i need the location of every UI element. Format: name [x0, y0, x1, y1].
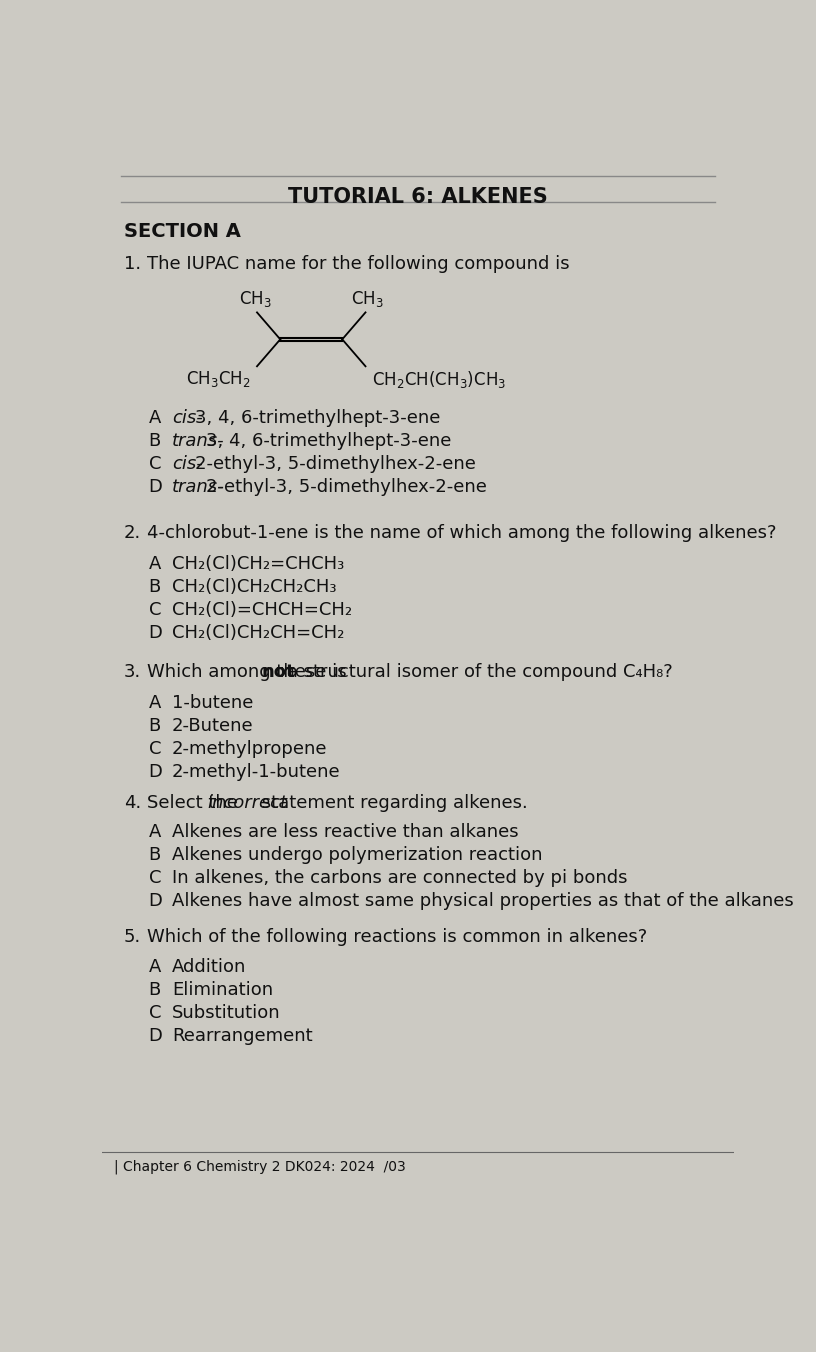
Text: C: C [149, 869, 161, 887]
Text: A: A [149, 694, 161, 711]
Text: Alkenes are less reactive than alkanes: Alkenes are less reactive than alkanes [171, 823, 518, 841]
Text: 2-methylpropene: 2-methylpropene [171, 740, 327, 757]
Text: cis-: cis- [171, 408, 202, 427]
Text: A: A [149, 554, 161, 573]
Text: a structural isomer of the compound C₄H₈?: a structural isomer of the compound C₄H₈… [281, 662, 672, 681]
Text: B: B [149, 717, 161, 734]
Text: 3.: 3. [124, 662, 141, 681]
Text: | Chapter 6 Chemistry 2 DK024: 2024  /03: | Chapter 6 Chemistry 2 DK024: 2024 /03 [113, 1160, 406, 1174]
Text: $\mathregular{CH_3}$: $\mathregular{CH_3}$ [351, 289, 384, 310]
Text: D: D [149, 625, 162, 642]
Text: C: C [149, 740, 161, 757]
Text: incorrect: incorrect [207, 794, 287, 811]
Text: D: D [149, 1028, 162, 1045]
Text: 2-methyl-1-butene: 2-methyl-1-butene [171, 763, 340, 781]
Text: D: D [149, 892, 162, 910]
Text: C: C [149, 1003, 161, 1022]
Text: In alkenes, the carbons are connected by pi bonds: In alkenes, the carbons are connected by… [171, 869, 628, 887]
Text: 1.: 1. [124, 254, 141, 273]
Text: 4.: 4. [124, 794, 141, 811]
Text: A: A [149, 823, 161, 841]
Text: CH₂(Cl)=CHCH=CH₂: CH₂(Cl)=CHCH=CH₂ [171, 602, 352, 619]
Text: 3, 4, 6-trimethylhept-3-ene: 3, 4, 6-trimethylhept-3-ene [206, 431, 451, 450]
Text: Alkenes have almost same physical properties as that of the alkanes: Alkenes have almost same physical proper… [171, 892, 793, 910]
Text: statement regarding alkenes.: statement regarding alkenes. [256, 794, 528, 811]
Text: 2.: 2. [124, 525, 141, 542]
Text: $\mathregular{CH_2CH(CH_3)CH_3}$: $\mathregular{CH_2CH(CH_3)CH_3}$ [372, 369, 506, 391]
Text: CH₂(Cl)CH₂CH=CH₂: CH₂(Cl)CH₂CH=CH₂ [171, 625, 344, 642]
Text: trans-: trans- [171, 479, 224, 496]
Text: $\mathregular{CH_3}$: $\mathregular{CH_3}$ [239, 289, 272, 310]
Text: Which of the following reactions is common in alkenes?: Which of the following reactions is comm… [147, 929, 647, 946]
Text: C: C [149, 602, 161, 619]
Text: Which among these is: Which among these is [147, 662, 353, 681]
Text: C: C [149, 454, 161, 473]
Text: SECTION A: SECTION A [124, 222, 241, 241]
Text: 3, 4, 6-trimethylhept-3-ene: 3, 4, 6-trimethylhept-3-ene [195, 408, 440, 427]
Text: 5.: 5. [124, 929, 141, 946]
Text: D: D [149, 479, 162, 496]
Text: Select the: Select the [147, 794, 243, 811]
Text: 4-chlorobut-1-ene is the name of which among the following alkenes?: 4-chlorobut-1-ene is the name of which a… [147, 525, 777, 542]
Text: trans-: trans- [171, 431, 224, 450]
Text: B: B [149, 431, 161, 450]
Text: A: A [149, 957, 161, 976]
Text: Rearrangement: Rearrangement [171, 1028, 313, 1045]
Text: CH₂(Cl)CH₂CH₂CH₃: CH₂(Cl)CH₂CH₂CH₃ [171, 579, 336, 596]
Text: A: A [149, 408, 161, 427]
Text: B: B [149, 579, 161, 596]
Text: 1-butene: 1-butene [171, 694, 253, 711]
Text: Addition: Addition [171, 957, 246, 976]
Text: Elimination: Elimination [171, 980, 273, 999]
Text: D: D [149, 763, 162, 781]
Text: Alkenes undergo polymerization reaction: Alkenes undergo polymerization reaction [171, 846, 543, 864]
Text: B: B [149, 980, 161, 999]
Text: TUTORIAL 6: ALKENES: TUTORIAL 6: ALKENES [288, 187, 548, 207]
Text: not: not [262, 662, 295, 681]
Text: 2-ethyl-3, 5-dimethylhex-2-ene: 2-ethyl-3, 5-dimethylhex-2-ene [195, 454, 476, 473]
Text: CH₂(Cl)CH₂=CHCH₃: CH₂(Cl)CH₂=CHCH₃ [171, 554, 344, 573]
Text: B: B [149, 846, 161, 864]
Text: cis-: cis- [171, 454, 202, 473]
Text: 2-ethyl-3, 5-dimethylhex-2-ene: 2-ethyl-3, 5-dimethylhex-2-ene [206, 479, 487, 496]
Text: The IUPAC name for the following compound is: The IUPAC name for the following compoun… [147, 254, 570, 273]
Text: Substitution: Substitution [171, 1003, 281, 1022]
Text: $\mathregular{CH_3CH_2}$: $\mathregular{CH_3CH_2}$ [186, 369, 251, 389]
Text: 2-Butene: 2-Butene [171, 717, 254, 734]
